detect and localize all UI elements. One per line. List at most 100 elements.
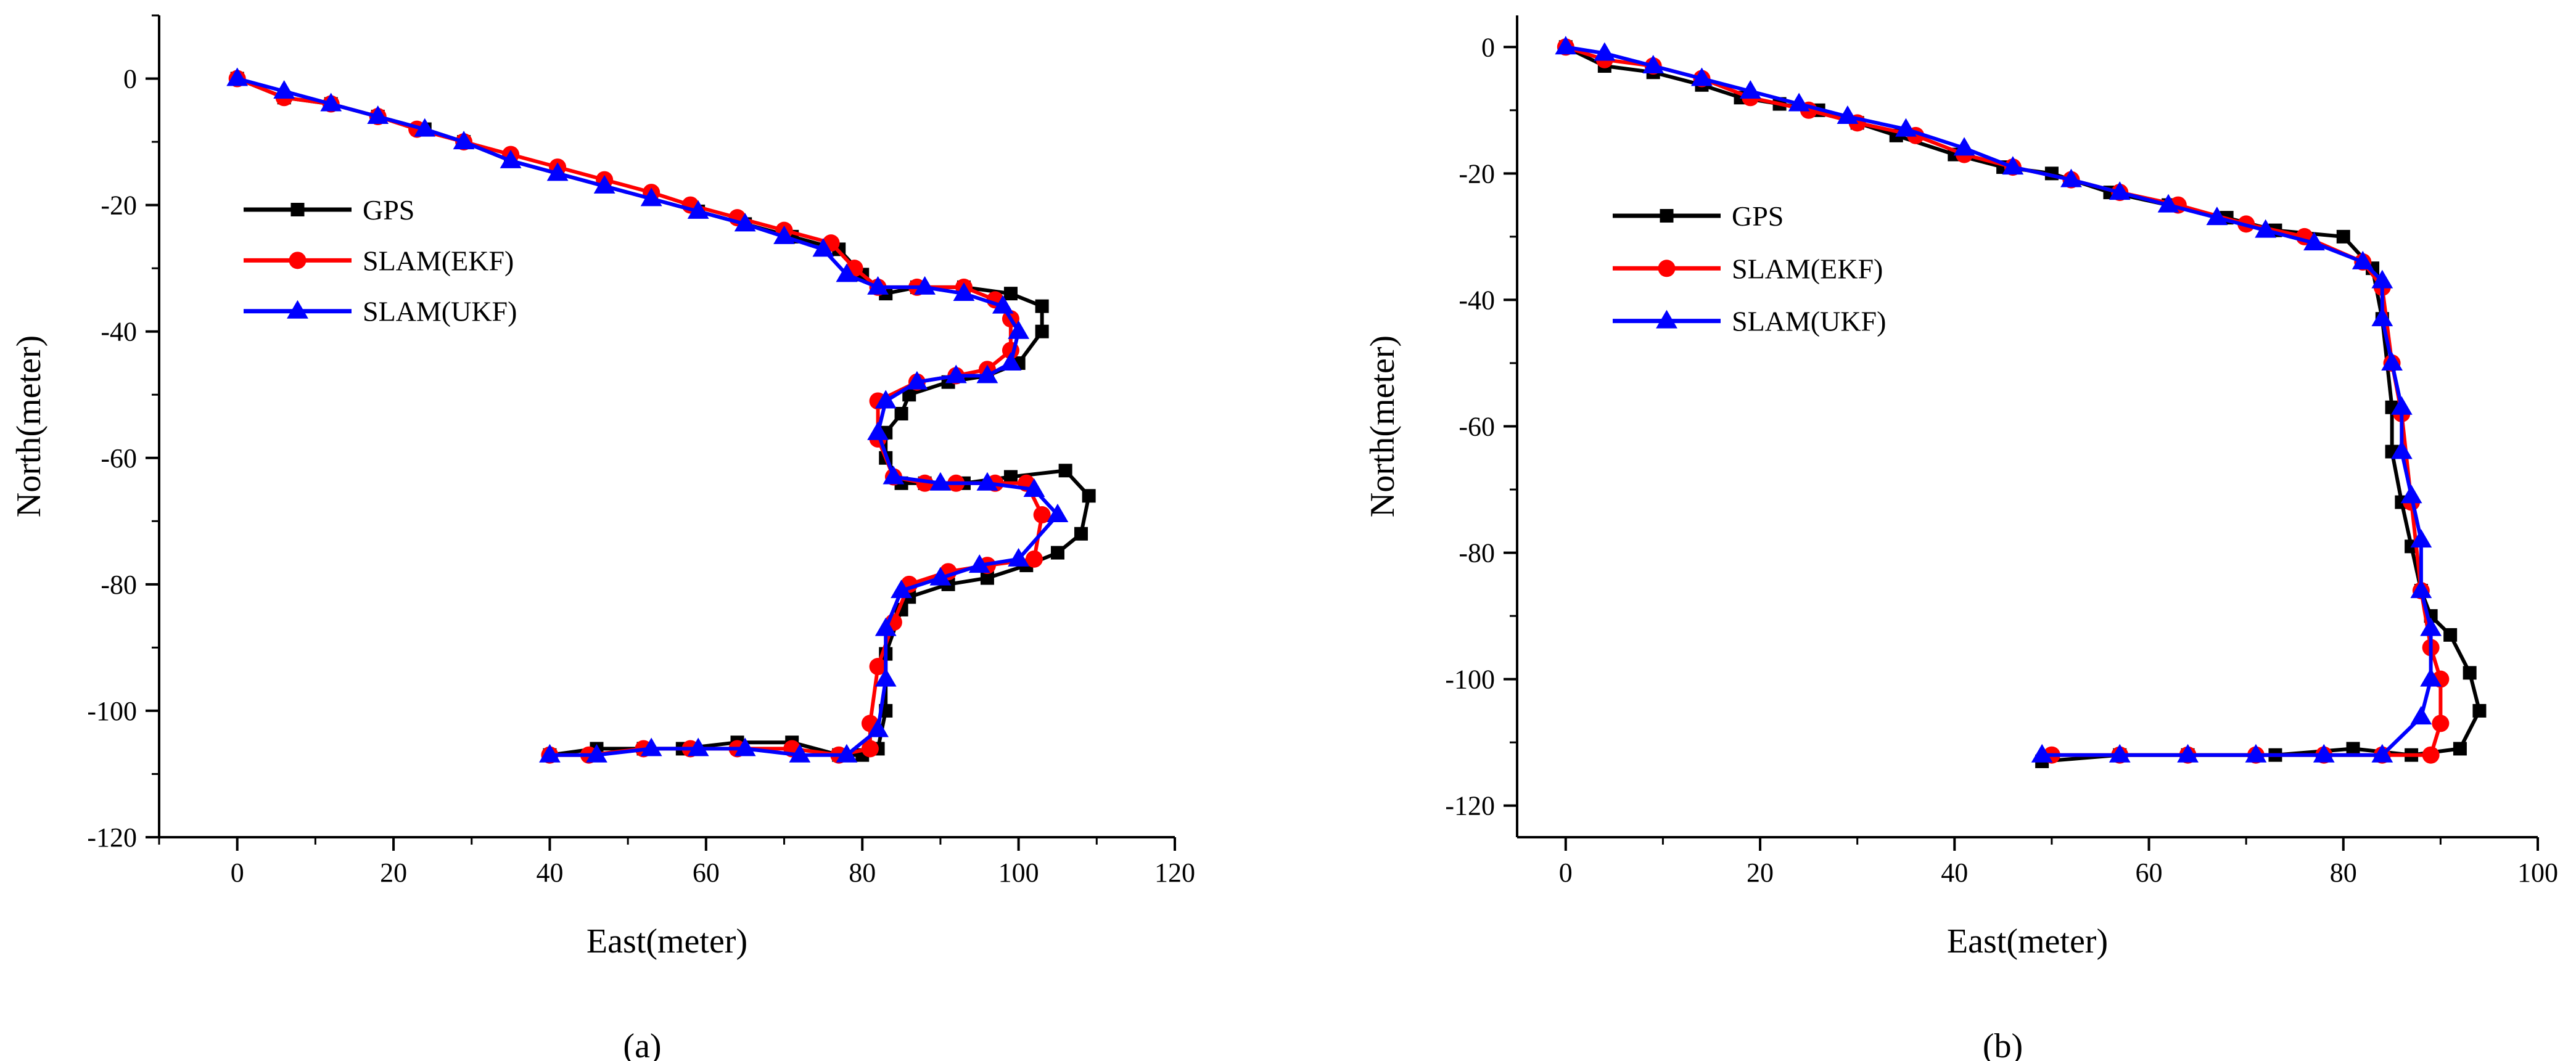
square-marker bbox=[1660, 209, 1674, 223]
data-point bbox=[1642, 55, 1665, 74]
data-point bbox=[2206, 207, 2228, 226]
data-point bbox=[2432, 715, 2450, 732]
data-point bbox=[836, 744, 858, 763]
y-tick-label: -40 bbox=[1459, 285, 1495, 315]
figure-caption: (a) bbox=[623, 1027, 661, 1061]
data-point bbox=[891, 580, 912, 599]
figure-caption: (b) bbox=[1983, 1027, 2023, 1061]
x-tick-label: 60 bbox=[2136, 858, 2163, 888]
data-point bbox=[2410, 706, 2432, 725]
y-tick-label: -80 bbox=[1459, 538, 1495, 568]
data-point bbox=[586, 744, 607, 763]
data-point bbox=[861, 740, 879, 758]
y-tick-label: -100 bbox=[1445, 665, 1495, 695]
series-slam-ekf bbox=[228, 70, 1051, 764]
series-line bbox=[235, 76, 1091, 757]
data-point bbox=[902, 388, 916, 402]
data-point bbox=[1003, 470, 1018, 484]
x-tick-label: 0 bbox=[1559, 858, 1573, 888]
data-point bbox=[1788, 92, 1810, 112]
data-point bbox=[836, 263, 858, 282]
triangle-marker bbox=[287, 300, 308, 319]
data-point bbox=[1035, 324, 1049, 338]
series-line bbox=[1563, 45, 2433, 757]
series-slam-ekf bbox=[1557, 38, 2450, 764]
data-point bbox=[1008, 320, 1030, 339]
data-point bbox=[2371, 744, 2393, 763]
data-point bbox=[867, 421, 889, 440]
data-point bbox=[367, 105, 389, 125]
data-point bbox=[2303, 232, 2325, 251]
data-point bbox=[734, 213, 756, 232]
legend-label: GPS bbox=[363, 194, 414, 226]
legend-label: SLAM(EKF) bbox=[1732, 253, 1883, 284]
y-axis-title: North(meter) bbox=[1364, 335, 1402, 517]
x-tick-label: 100 bbox=[2517, 858, 2558, 888]
legend: GPS SLAM(EKF) SLAM(UKF) bbox=[1613, 200, 1886, 337]
x-tick-label: 60 bbox=[693, 858, 720, 888]
data-point bbox=[2422, 746, 2440, 764]
y-axis-title: North(meter) bbox=[10, 335, 48, 517]
y-tick-label: -40 bbox=[101, 317, 137, 347]
data-point bbox=[1000, 351, 1022, 371]
data-point bbox=[2352, 250, 2374, 269]
data-point bbox=[2410, 529, 2432, 548]
data-point bbox=[2420, 617, 2442, 636]
legend: GPS SLAM(EKF) SLAM(UKF) bbox=[244, 194, 517, 327]
y-tick-label: -100 bbox=[87, 696, 137, 726]
data-point bbox=[640, 187, 662, 207]
data-point bbox=[2443, 628, 2458, 642]
data-point bbox=[1008, 547, 1030, 567]
data-point bbox=[869, 658, 887, 676]
data-point bbox=[2177, 744, 2199, 763]
data-point bbox=[1035, 299, 1049, 313]
circle-marker bbox=[289, 252, 307, 269]
data-point bbox=[453, 131, 475, 150]
x-tick-label: 40 bbox=[1941, 858, 1968, 888]
data-point bbox=[812, 238, 834, 257]
series-gps bbox=[1558, 40, 2487, 768]
y-tick-label: -20 bbox=[1459, 158, 1495, 189]
series-line bbox=[235, 76, 1044, 757]
data-point bbox=[273, 80, 295, 99]
data-point bbox=[2313, 744, 2335, 763]
data-point bbox=[2420, 668, 2442, 687]
data-point bbox=[894, 406, 908, 420]
data-point bbox=[914, 276, 936, 295]
data-point bbox=[2390, 396, 2413, 415]
data-point bbox=[968, 554, 990, 573]
data-point bbox=[2410, 580, 2432, 599]
data-point bbox=[2472, 703, 2487, 718]
data-point bbox=[734, 737, 756, 756]
x-axis-title: East(meter) bbox=[586, 922, 747, 961]
data-point bbox=[789, 744, 811, 763]
data-point bbox=[929, 472, 952, 491]
legend-label: SLAM(UKF) bbox=[363, 296, 517, 327]
series-gps bbox=[230, 72, 1096, 762]
y-tick-label: -20 bbox=[101, 190, 137, 221]
data-point bbox=[500, 149, 522, 168]
data-point bbox=[1895, 118, 1917, 137]
data-point bbox=[2031, 744, 2053, 763]
x-tick-label: 20 bbox=[1747, 858, 1774, 888]
data-point bbox=[2463, 666, 2477, 680]
data-point bbox=[773, 225, 795, 244]
data-point bbox=[1691, 67, 1713, 86]
x-tick-label: 120 bbox=[1154, 858, 1195, 888]
triangle-marker bbox=[1656, 309, 1677, 329]
series-slam-ukf bbox=[1555, 36, 2442, 763]
data-point bbox=[2109, 181, 2131, 200]
y-tick-label: 0 bbox=[1481, 32, 1495, 62]
data-point bbox=[906, 371, 928, 390]
data-point bbox=[2346, 742, 2360, 756]
data-point bbox=[1003, 287, 1018, 301]
data-point bbox=[1082, 489, 1096, 503]
x-axis-title: East(meter) bbox=[1947, 922, 2108, 961]
data-point bbox=[687, 737, 709, 756]
data-point bbox=[1739, 80, 1761, 99]
data-point bbox=[1025, 550, 1043, 568]
chart-b: 0 20 40 60 80 100 0 -20 -40 -60 -80 -100 -120 East(me… bbox=[1364, 15, 2558, 1061]
y-tick-label: -60 bbox=[101, 443, 137, 473]
data-point bbox=[2400, 485, 2422, 504]
